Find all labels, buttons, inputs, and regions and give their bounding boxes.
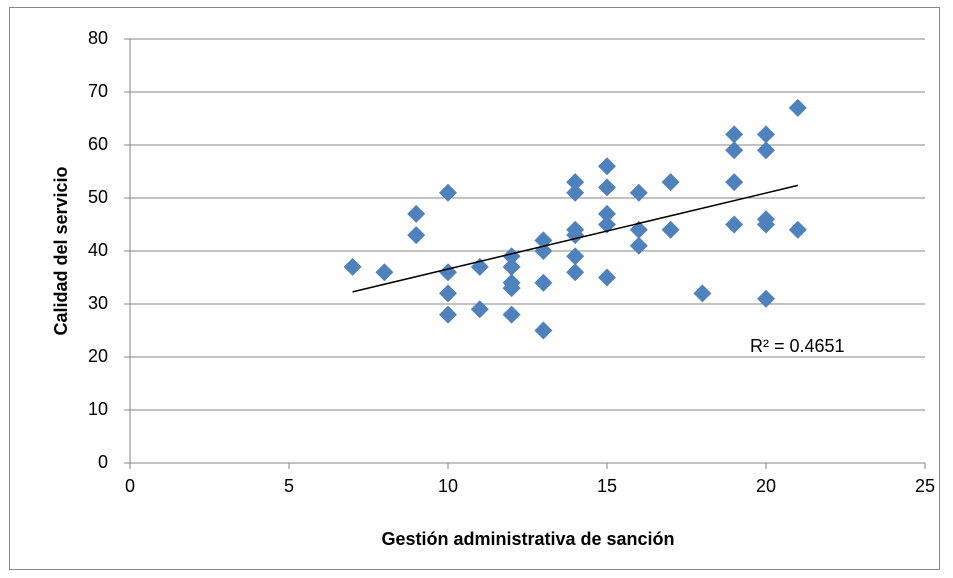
marker (725, 141, 744, 160)
y-tick-label: 10 (88, 399, 108, 419)
x-tick-label: 5 (284, 476, 294, 496)
marker (407, 226, 426, 245)
marker (502, 247, 521, 266)
marker (502, 279, 521, 298)
y-tick-label: 0 (98, 452, 108, 472)
x-tick-label: 15 (597, 476, 617, 496)
marker (693, 284, 712, 303)
marker (566, 263, 585, 282)
marker (788, 98, 807, 117)
marker (757, 215, 775, 234)
marker (439, 305, 457, 324)
marker (598, 215, 616, 234)
x-tick-label: 20 (756, 476, 776, 496)
marker (534, 273, 553, 292)
trendline (352, 184, 798, 293)
marker (725, 173, 744, 192)
marker (598, 268, 616, 287)
x-tick-label: 10 (438, 476, 458, 496)
marker (502, 257, 521, 276)
marker (343, 257, 362, 276)
marker (725, 215, 744, 234)
marker (788, 220, 807, 239)
y-tick-label: 70 (88, 81, 108, 101)
y-axis-title: Calidad del servicio (51, 166, 71, 335)
y-tick-label: 50 (88, 187, 108, 207)
marker (566, 183, 585, 202)
marker (598, 204, 616, 223)
marker (598, 178, 616, 197)
x-tick-label: 0 (125, 476, 135, 496)
marker (661, 173, 680, 192)
marker (566, 173, 585, 192)
marker (629, 236, 648, 255)
marker (725, 125, 744, 144)
y-tick-label: 60 (88, 134, 108, 154)
marker (629, 183, 648, 202)
marker (566, 247, 585, 266)
marker (407, 204, 426, 223)
y-tick-label: 80 (88, 28, 108, 48)
x-axis-title: Gestión administrativa de sanción (381, 529, 674, 549)
marker (757, 141, 775, 160)
r-squared-label: R² = 0.4651 (750, 336, 845, 356)
marker (470, 300, 489, 319)
y-tick-label: 40 (88, 240, 108, 260)
marker (534, 321, 553, 340)
marker (661, 220, 680, 239)
marker (534, 242, 553, 260)
marker (598, 157, 616, 176)
marker (439, 284, 457, 303)
marker (757, 125, 775, 144)
y-tick-label: 20 (88, 346, 108, 366)
marker (375, 263, 394, 282)
x-tick-label: 25 (915, 476, 935, 496)
marker (629, 220, 648, 239)
y-tick-label: 30 (88, 293, 108, 313)
marker (757, 289, 775, 308)
marker (502, 305, 521, 324)
chart-frame (9, 7, 940, 570)
marker (439, 183, 457, 202)
